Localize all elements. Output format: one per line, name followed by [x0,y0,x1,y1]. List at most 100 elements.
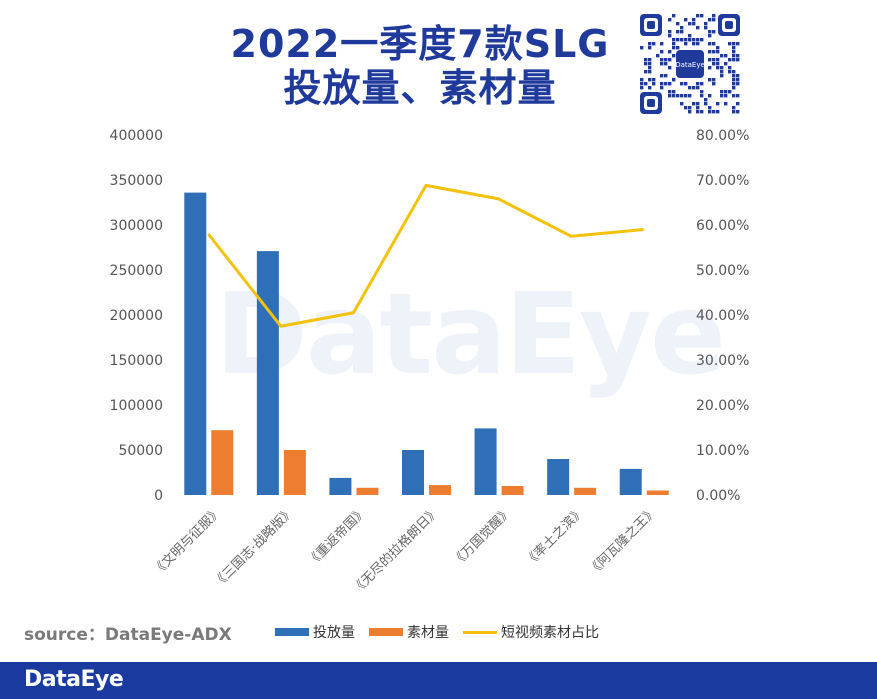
qr-module [716,46,720,50]
qr-module [688,110,692,114]
qr-module [728,42,732,46]
qr-module [652,78,656,82]
qr-module [720,74,724,78]
left-axis-tick-label: 300000 [110,218,163,234]
qr-module [648,78,652,82]
qr-module [724,90,728,94]
qr-module [688,94,692,98]
qr-module [712,30,716,34]
left-axis-tick-label: 250000 [110,263,163,279]
qr-module [672,90,676,94]
qr-module [708,110,712,114]
qr-module [708,58,712,62]
qr-module [720,54,724,58]
bar-tou-fang-liang [619,468,642,495]
qr-module [708,50,712,54]
qr-module [680,94,684,98]
qr-module [732,82,736,86]
qr-module [736,54,740,58]
qr-module [720,66,724,70]
legend-swatch-bar2 [369,628,403,636]
left-axis-tick-label: 50000 [118,443,163,459]
qr-module [732,94,736,98]
qr-module [684,94,688,98]
qr-module [676,94,680,98]
qr-module [736,78,740,82]
bar-tou-fang-liang [402,450,424,495]
qr-module [736,102,740,106]
right-axis-tick-label: 10.00% [696,443,749,459]
qr-module [700,14,704,18]
legend-item-line: 短视频素材占比 [463,622,599,642]
qr-module [668,34,672,38]
qr-module [644,70,648,74]
qr-module [640,46,644,50]
title-line-2: 投放量、素材量 [283,66,557,110]
qr-module [696,110,700,114]
qr-module [708,34,712,38]
qr-module [648,62,652,66]
legend-swatch-line [463,630,497,634]
qr-module [720,70,724,74]
qr-module [648,86,652,90]
qr-module [672,46,676,50]
qr-module [712,50,716,54]
qr-module [684,18,688,22]
qr-module [720,90,724,94]
qr-module [704,26,708,30]
qr-module [640,86,644,90]
qr-module [716,110,720,114]
qr-module [728,66,732,70]
bar-su-cai-liang [211,430,234,495]
qr-module [692,22,696,26]
qr-module [680,26,684,30]
qr-module [736,42,740,46]
qr-module [676,30,680,34]
qr-module [704,98,708,102]
qr-module [736,110,740,114]
category-label: 《文明与征服》 [150,504,225,579]
left-axis-tick-label: 150000 [110,353,163,369]
category-label: 《重返帝国》 [304,504,370,570]
qr-module [692,18,696,22]
qr-module [644,62,648,66]
qr-module [708,94,712,98]
qr-module [660,74,664,78]
qr-module [692,42,696,46]
qr-module [732,110,736,114]
category-label: 《万国觉醒》 [450,504,516,570]
left-axis-tick-label: 100000 [110,398,163,414]
right-axis-tick-label: 70.00% [696,173,749,189]
qr-module [692,38,696,42]
qr-module [712,42,716,46]
qr-module [704,22,708,26]
bar-su-cai-liang [356,487,379,495]
qr-module [668,90,672,94]
qr-module [708,42,712,46]
qr-module [732,74,736,78]
qr-module [696,38,700,42]
qr-module [664,62,668,66]
qr-module [732,54,736,58]
qr-module [656,54,660,58]
qr-module [696,26,700,30]
qr-module [712,62,716,66]
qr-module [724,94,728,98]
qr-module [664,74,668,78]
qr-module [712,18,716,22]
chart-svg: 0 50000 100000 150000 200000 250000 300000 3500… [110,128,750,598]
bar-su-cai-liang [283,450,306,495]
qr-module [708,66,712,70]
qr-module [668,30,672,34]
qr-module [724,54,728,58]
qr-module [700,82,704,86]
qr-module [672,78,676,82]
qr-module [712,14,716,18]
qr-module [660,42,664,46]
qr-center-label: DataEye [675,61,705,69]
qr-module [720,94,724,98]
qr-module [732,78,736,82]
qr-module [712,58,716,62]
right-axis-tick-label: 80.00% [696,128,749,144]
